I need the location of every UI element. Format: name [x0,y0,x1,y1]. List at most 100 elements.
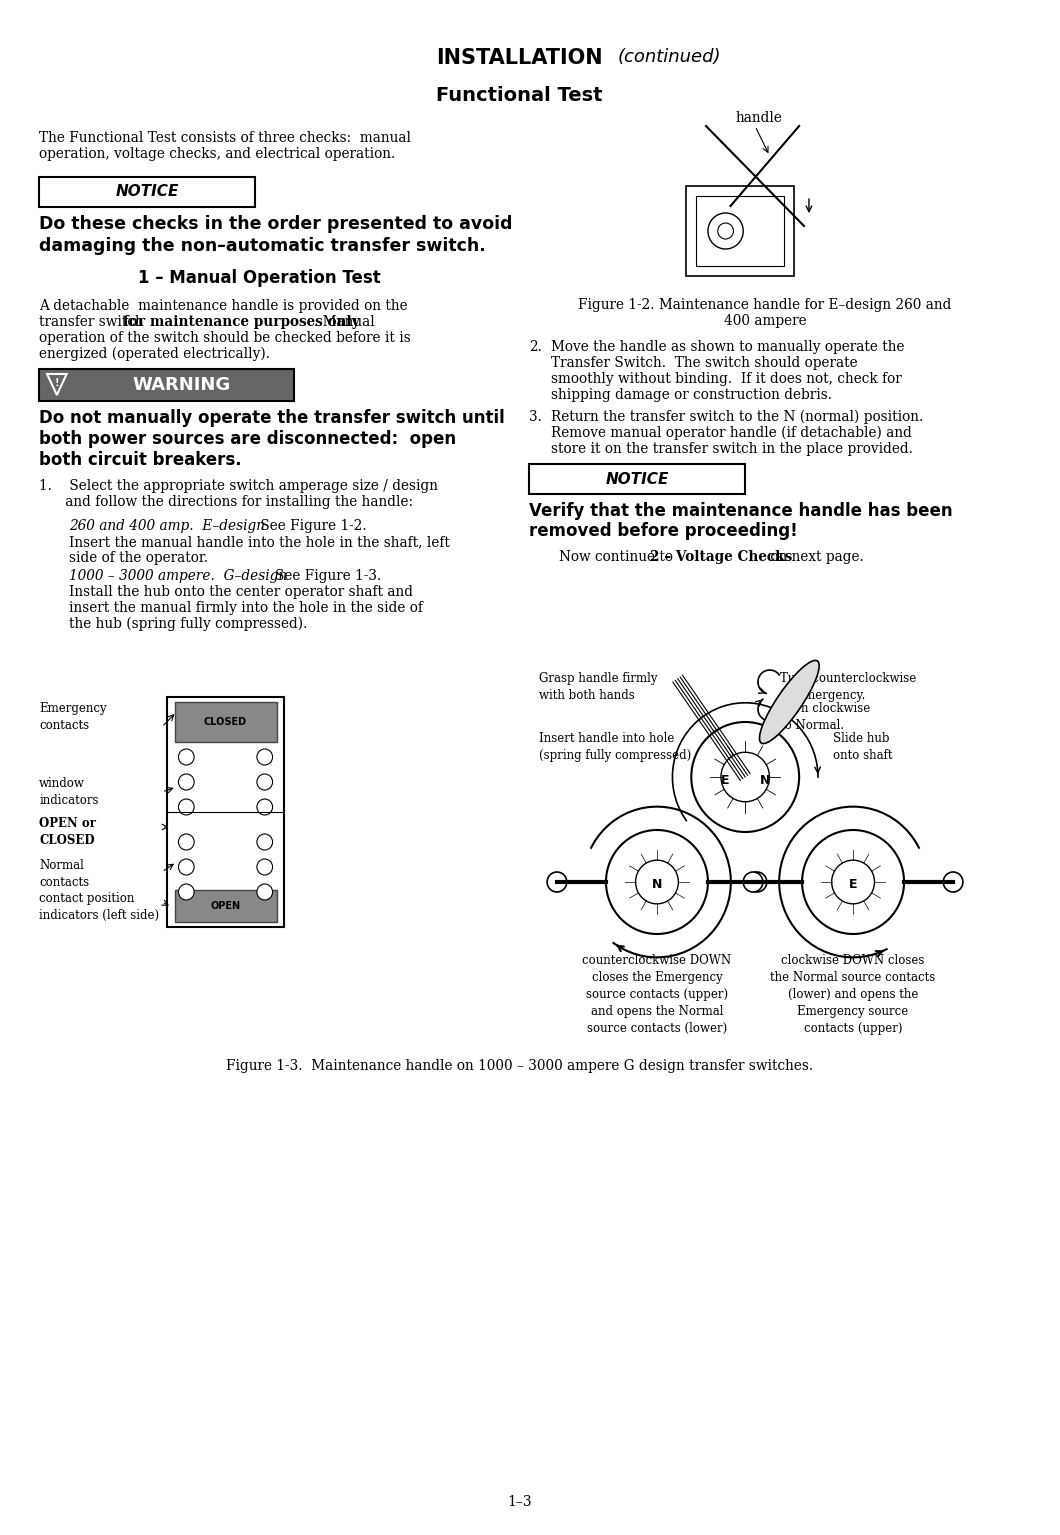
Text: energized (operated electrically).: energized (operated electrically). [39,347,270,361]
Circle shape [636,860,678,904]
Text: 1–3: 1–3 [508,1495,532,1509]
Text: A detachable  maintenance handle is provided on the: A detachable maintenance handle is provi… [39,299,408,313]
Text: Figure 1-2. Maintenance handle for E–design 260 and: Figure 1-2. Maintenance handle for E–des… [578,298,952,312]
Text: on next page.: on next page. [765,550,864,563]
Text: . Manual: . Manual [314,315,374,328]
Text: insert the manual firmly into the hole in the side of: insert the manual firmly into the hole i… [69,602,423,616]
Text: Normal
contacts: Normal contacts [39,860,89,889]
Text: E: E [722,775,730,787]
Text: shipping damage or construction debris.: shipping damage or construction debris. [551,388,832,402]
Circle shape [178,749,194,764]
Text: Verify that the maintenance handle has been: Verify that the maintenance handle has b… [530,502,953,520]
Text: Do these checks in the order presented to avoid: Do these checks in the order presented t… [39,215,513,233]
Text: side of the operator.: side of the operator. [69,551,208,565]
Text: clockwise DOWN closes
the Normal source contacts
(lower) and opens the
Emergency: clockwise DOWN closes the Normal source … [771,953,936,1035]
Text: window
indicators: window indicators [39,777,99,807]
Bar [696,196,784,266]
Bar [175,701,277,741]
Circle shape [721,752,770,801]
Circle shape [606,830,708,933]
Text: 400 ampere: 400 ampere [724,315,807,328]
Circle shape [708,213,743,249]
Text: See Figure 1-2.: See Figure 1-2. [220,519,367,533]
Text: INSTALLATION: INSTALLATION [437,48,603,68]
Text: CLOSED: CLOSED [204,717,247,728]
Text: NOTICE: NOTICE [605,471,669,487]
Circle shape [802,830,904,933]
Bar [39,177,255,207]
Text: Return the transfer switch to the N (normal) position.: Return the transfer switch to the N (nor… [551,410,923,424]
Text: Turn clockwise
to Normal.: Turn clockwise to Normal. [779,701,870,732]
Text: removed before proceeding!: removed before proceeding! [530,522,798,540]
Text: 1000 – 3000 ampere.  G–design: 1000 – 3000 ampere. G–design [69,569,287,583]
Text: NOTICE: NOTICE [116,184,179,200]
Circle shape [747,872,766,892]
Text: contact position
indicators (left side): contact position indicators (left side) [39,892,159,923]
Circle shape [178,774,194,791]
Text: Emergency
contacts: Emergency contacts [39,701,107,732]
Text: Now continue to: Now continue to [559,550,677,563]
Bar [687,186,794,276]
Text: smoothly without binding.  If it does not, check for: smoothly without binding. If it does not… [551,371,902,385]
Text: both power sources are disconnected:  open: both power sources are disconnected: ope… [39,430,457,448]
Text: Insert handle into hole
(spring fully compressed): Insert handle into hole (spring fully co… [540,732,691,761]
Circle shape [691,721,799,832]
Circle shape [257,774,272,791]
Text: (continued): (continued) [618,48,721,66]
Text: Move the handle as shown to manually operate the: Move the handle as shown to manually ope… [551,339,904,355]
Text: Figure 1-3.  Maintenance handle on 1000 – 3000 ampere G design transfer switches: Figure 1-3. Maintenance handle on 1000 –… [226,1059,813,1073]
Text: OPEN: OPEN [211,901,241,910]
Text: !: ! [55,378,59,388]
Text: 260 and 400 amp.  E–design: 260 and 400 amp. E–design [69,519,265,533]
Text: Transfer Switch.  The switch should operate: Transfer Switch. The switch should opera… [551,356,858,370]
Circle shape [257,749,272,764]
Text: 2 – Voltage Checks: 2 – Voltage Checks [650,550,792,563]
Text: Insert the manual handle into the hole in the shaft, left: Insert the manual handle into the hole i… [69,536,449,550]
Text: Turn counterclockwise
to Emergency.: Turn counterclockwise to Emergency. [779,672,916,701]
Text: handle: handle [736,111,782,124]
Text: for maintenance purposes only: for maintenance purposes only [123,315,359,328]
Circle shape [547,872,567,892]
Text: operation, voltage checks, and electrical operation.: operation, voltage checks, and electrica… [39,147,395,161]
Text: 2.: 2. [530,339,543,355]
Circle shape [178,860,194,875]
Text: E: E [849,878,858,892]
Text: 1.    Select the appropriate switch amperage size / design: 1. Select the appropriate switch amperag… [39,479,438,493]
Circle shape [178,800,194,815]
Circle shape [832,860,874,904]
Text: Install the hub onto the center operator shaft and: Install the hub onto the center operator… [69,585,412,599]
Circle shape [743,872,763,892]
Text: The Functional Test consists of three checks:  manual: The Functional Test consists of three ch… [39,130,411,144]
Ellipse shape [759,660,819,743]
Text: and follow the directions for installing the handle:: and follow the directions for installing… [39,494,413,510]
Circle shape [178,884,194,900]
Bar [175,890,277,923]
Text: Grasp handle firmly
with both hands: Grasp handle firmly with both hands [540,672,658,701]
Text: 3.: 3. [530,410,543,424]
Circle shape [178,834,194,850]
Text: Slide hub
onto shaft: Slide hub onto shaft [833,732,893,761]
Text: OPEN or
CLOSED: OPEN or CLOSED [39,817,96,847]
Text: both circuit breakers.: both circuit breakers. [39,451,242,470]
Text: counterclockwise DOWN
closes the Emergency
source contacts (upper)
and opens the: counterclockwise DOWN closes the Emergen… [582,953,731,1035]
Circle shape [718,223,734,239]
Text: Remove manual operator handle (if detachable) and: Remove manual operator handle (if detach… [551,427,912,441]
Circle shape [257,860,272,875]
Circle shape [257,800,272,815]
Text: Functional Test: Functional Test [437,86,603,104]
Text: 1 – Manual Operation Test: 1 – Manual Operation Test [139,269,382,287]
Text: Do not manually operate the transfer switch until: Do not manually operate the transfer swi… [39,408,505,427]
Text: See Figure 1-3.: See Figure 1-3. [241,569,382,583]
Text: transfer switch: transfer switch [39,315,148,328]
Bar [166,697,284,927]
Text: N: N [652,878,662,892]
Bar [530,464,745,494]
Bar [39,368,295,401]
Circle shape [943,872,962,892]
Text: operation of the switch should be checked before it is: operation of the switch should be checke… [39,332,411,345]
Circle shape [257,834,272,850]
Text: WARNING: WARNING [132,376,230,394]
Text: store it on the transfer switch in the place provided.: store it on the transfer switch in the p… [551,442,913,456]
Text: the hub (spring fully compressed).: the hub (spring fully compressed). [69,617,307,631]
Circle shape [257,884,272,900]
